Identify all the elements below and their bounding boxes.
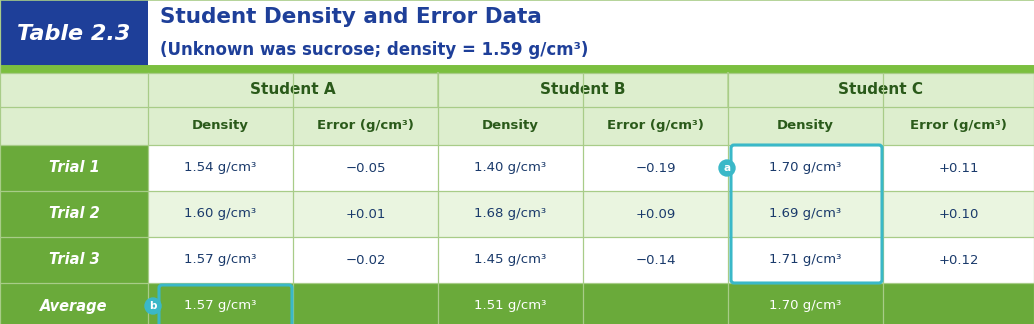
- Bar: [293, 191, 438, 237]
- Text: Student B: Student B: [540, 83, 626, 98]
- Circle shape: [145, 298, 161, 314]
- Bar: [0, 237, 148, 283]
- Text: 1.71 g/cm³: 1.71 g/cm³: [769, 253, 842, 267]
- Text: Trial 2: Trial 2: [49, 206, 99, 222]
- Text: +0.12: +0.12: [938, 253, 979, 267]
- Text: Student Density and Error Data: Student Density and Error Data: [160, 7, 542, 27]
- Bar: [438, 283, 583, 324]
- Text: 1.69 g/cm³: 1.69 g/cm³: [769, 207, 842, 221]
- Bar: [0, 145, 148, 191]
- Bar: [293, 145, 438, 191]
- Bar: [148, 191, 293, 237]
- Bar: [583, 237, 728, 283]
- Text: Table 2.3: Table 2.3: [18, 24, 130, 44]
- Bar: [583, 283, 728, 324]
- Text: (Unknown was sucrose; density = 1.59 g/cm³): (Unknown was sucrose; density = 1.59 g/c…: [160, 41, 588, 59]
- Text: 1.70 g/cm³: 1.70 g/cm³: [769, 161, 842, 175]
- Text: −0.14: −0.14: [635, 253, 676, 267]
- Text: Trial 3: Trial 3: [49, 252, 99, 268]
- Bar: [0, 191, 148, 237]
- Text: +0.10: +0.10: [938, 207, 979, 221]
- Bar: [148, 107, 1034, 145]
- Text: +0.01: +0.01: [345, 207, 386, 221]
- Text: +0.09: +0.09: [635, 207, 675, 221]
- Text: 1.68 g/cm³: 1.68 g/cm³: [475, 207, 547, 221]
- Text: Error (g/cm³): Error (g/cm³): [317, 120, 414, 133]
- Bar: [148, 0, 1034, 68]
- Text: a: a: [724, 163, 731, 173]
- Bar: [438, 237, 583, 283]
- Bar: [148, 237, 293, 283]
- Bar: [148, 283, 293, 324]
- Bar: [0, 283, 148, 324]
- Bar: [728, 145, 883, 191]
- Bar: [0, 107, 148, 145]
- Text: 1.40 g/cm³: 1.40 g/cm³: [475, 161, 547, 175]
- Bar: [0, 0, 148, 68]
- Text: Average: Average: [40, 298, 108, 314]
- Bar: [293, 237, 438, 283]
- Text: Density: Density: [778, 120, 834, 133]
- Bar: [583, 191, 728, 237]
- Text: +0.11: +0.11: [938, 161, 979, 175]
- Text: Density: Density: [192, 120, 249, 133]
- Text: −0.02: −0.02: [345, 253, 386, 267]
- Bar: [728, 283, 883, 324]
- Bar: [728, 191, 883, 237]
- Text: Error (g/cm³): Error (g/cm³): [910, 120, 1007, 133]
- Text: Student C: Student C: [839, 83, 923, 98]
- Bar: [883, 145, 1034, 191]
- Text: 1.70 g/cm³: 1.70 g/cm³: [769, 299, 842, 313]
- Circle shape: [719, 160, 735, 176]
- Bar: [293, 283, 438, 324]
- Text: −0.05: −0.05: [345, 161, 386, 175]
- Text: 1.51 g/cm³: 1.51 g/cm³: [475, 299, 547, 313]
- Bar: [728, 237, 883, 283]
- Bar: [148, 73, 1034, 107]
- Bar: [883, 191, 1034, 237]
- Text: 1.57 g/cm³: 1.57 g/cm³: [184, 299, 256, 313]
- Text: Error (g/cm³): Error (g/cm³): [607, 120, 704, 133]
- Bar: [0, 68, 1034, 73]
- Bar: [0, 73, 148, 107]
- Bar: [148, 145, 293, 191]
- Bar: [438, 145, 583, 191]
- Bar: [883, 283, 1034, 324]
- Text: 1.60 g/cm³: 1.60 g/cm³: [184, 207, 256, 221]
- Bar: [583, 145, 728, 191]
- Text: 1.57 g/cm³: 1.57 g/cm³: [184, 253, 256, 267]
- Bar: [438, 191, 583, 237]
- Text: −0.19: −0.19: [635, 161, 676, 175]
- Text: 1.45 g/cm³: 1.45 g/cm³: [475, 253, 547, 267]
- Text: Trial 1: Trial 1: [49, 160, 99, 176]
- Text: b: b: [149, 301, 157, 311]
- Text: Student A: Student A: [250, 83, 336, 98]
- Text: 1.54 g/cm³: 1.54 g/cm³: [184, 161, 256, 175]
- Bar: [883, 237, 1034, 283]
- Text: Density: Density: [482, 120, 539, 133]
